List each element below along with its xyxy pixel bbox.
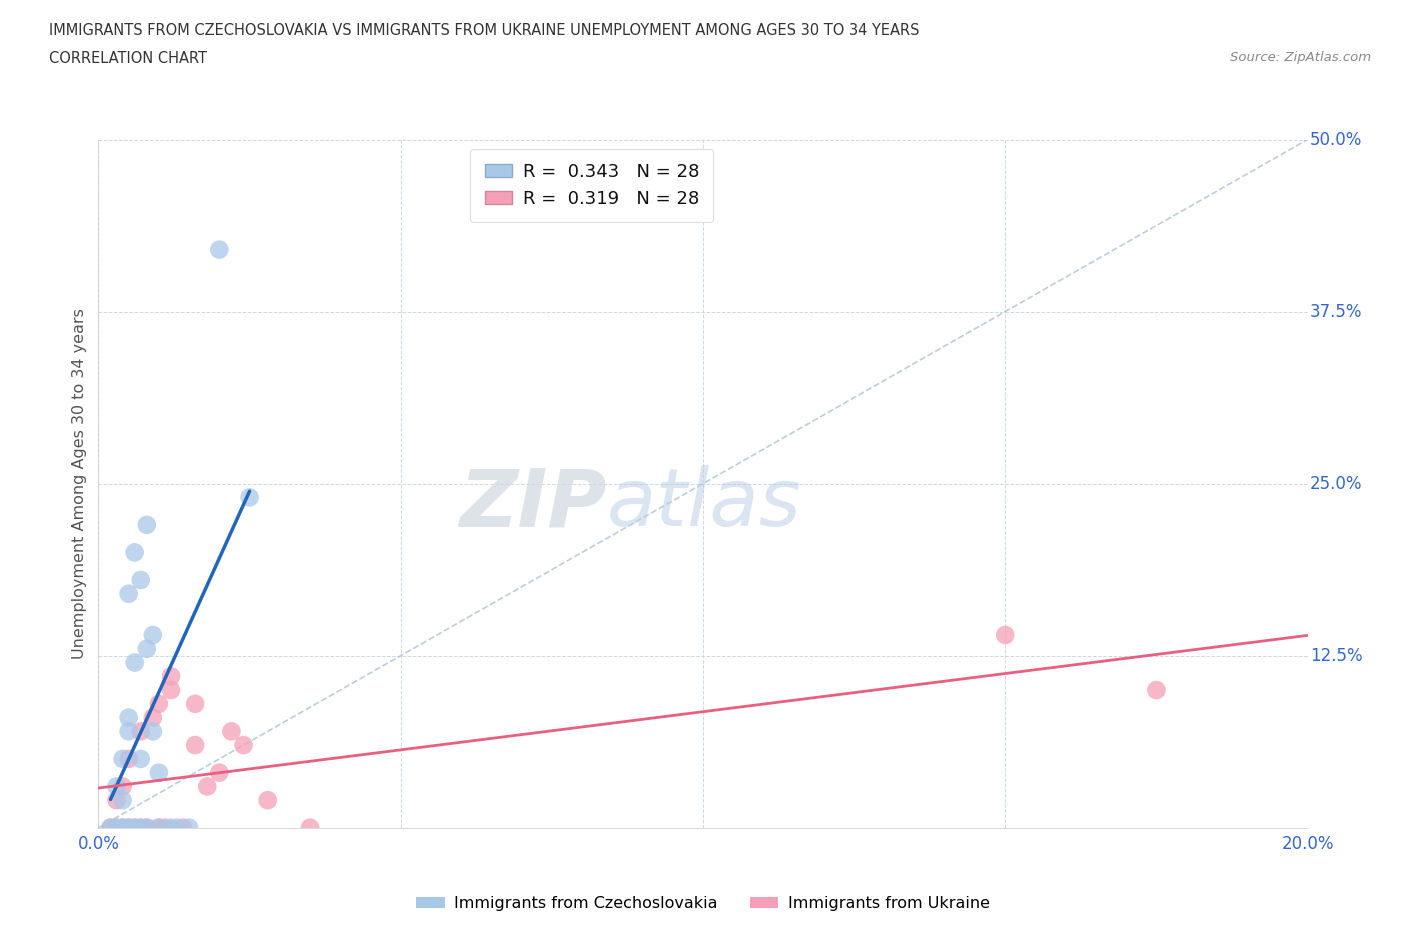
Point bbox=[105, 820, 128, 835]
Point bbox=[111, 820, 134, 835]
Text: atlas: atlas bbox=[606, 465, 801, 543]
Text: CORRELATION CHART: CORRELATION CHART bbox=[49, 51, 207, 66]
Point bbox=[100, 820, 122, 835]
Point bbox=[118, 820, 141, 835]
Point bbox=[148, 765, 170, 780]
Point bbox=[153, 820, 176, 835]
Point bbox=[129, 573, 152, 588]
Point bbox=[118, 820, 141, 835]
Point bbox=[195, 779, 218, 794]
Point bbox=[129, 820, 152, 835]
Point bbox=[172, 820, 194, 835]
Point bbox=[105, 792, 128, 807]
Point bbox=[105, 779, 128, 794]
Point bbox=[124, 820, 146, 835]
Point bbox=[160, 820, 183, 835]
Point bbox=[160, 683, 183, 698]
Point bbox=[166, 820, 188, 835]
Point bbox=[129, 724, 152, 738]
Text: 12.5%: 12.5% bbox=[1310, 646, 1362, 665]
Point bbox=[124, 545, 146, 560]
Legend: Immigrants from Czechoslovakia, Immigrants from Ukraine: Immigrants from Czechoslovakia, Immigran… bbox=[409, 890, 997, 917]
Legend: R =  0.343   N = 28, R =  0.319   N = 28: R = 0.343 N = 28, R = 0.319 N = 28 bbox=[470, 149, 713, 222]
Point bbox=[111, 751, 134, 766]
Point bbox=[124, 655, 146, 670]
Point bbox=[221, 724, 243, 738]
Point bbox=[118, 724, 141, 738]
Point bbox=[232, 737, 254, 752]
Text: IMMIGRANTS FROM CZECHOSLOVAKIA VS IMMIGRANTS FROM UKRAINE UNEMPLOYMENT AMONG AGE: IMMIGRANTS FROM CZECHOSLOVAKIA VS IMMIGR… bbox=[49, 23, 920, 38]
Point bbox=[118, 586, 141, 601]
Point bbox=[148, 820, 170, 835]
Point bbox=[177, 820, 201, 835]
Y-axis label: Unemployment Among Ages 30 to 34 years: Unemployment Among Ages 30 to 34 years bbox=[72, 308, 87, 659]
Point bbox=[135, 820, 157, 835]
Point bbox=[994, 628, 1017, 643]
Point bbox=[208, 765, 231, 780]
Point bbox=[135, 642, 157, 657]
Point bbox=[129, 751, 152, 766]
Text: 37.5%: 37.5% bbox=[1310, 302, 1362, 321]
Point bbox=[208, 242, 231, 257]
Point bbox=[148, 820, 170, 835]
Text: 50.0%: 50.0% bbox=[1310, 130, 1362, 149]
Point bbox=[135, 517, 157, 532]
Text: 25.0%: 25.0% bbox=[1310, 474, 1362, 493]
Point bbox=[105, 820, 128, 835]
Point bbox=[100, 820, 122, 835]
Point bbox=[111, 792, 134, 807]
Point bbox=[184, 737, 207, 752]
Text: ZIP: ZIP bbox=[458, 465, 606, 543]
Point bbox=[1144, 683, 1167, 698]
Point bbox=[256, 792, 278, 807]
Point bbox=[239, 490, 262, 505]
Point bbox=[111, 779, 134, 794]
Point bbox=[142, 628, 165, 643]
Point bbox=[299, 820, 322, 835]
Point bbox=[142, 711, 165, 725]
Point bbox=[118, 711, 141, 725]
Point bbox=[124, 820, 146, 835]
Text: Source: ZipAtlas.com: Source: ZipAtlas.com bbox=[1230, 51, 1371, 64]
Point bbox=[135, 820, 157, 835]
Point bbox=[118, 751, 141, 766]
Point bbox=[129, 820, 152, 835]
Point bbox=[184, 697, 207, 711]
Point bbox=[142, 724, 165, 738]
Point bbox=[160, 669, 183, 684]
Point bbox=[148, 697, 170, 711]
Point bbox=[111, 820, 134, 835]
